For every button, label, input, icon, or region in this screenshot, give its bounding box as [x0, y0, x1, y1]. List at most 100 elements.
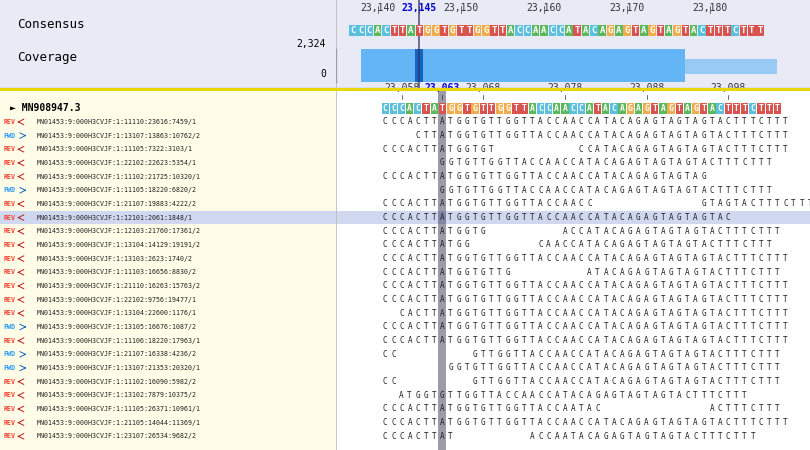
Text: T: T — [710, 213, 714, 222]
Text: A: A — [653, 240, 657, 249]
Text: C: C — [554, 309, 559, 318]
Text: G: G — [677, 145, 681, 154]
Text: A: A — [595, 254, 600, 263]
Text: A: A — [612, 172, 616, 181]
Text: T: T — [530, 418, 535, 427]
Text: G: G — [505, 254, 510, 263]
Text: T: T — [481, 104, 486, 113]
Text: A: A — [407, 336, 412, 345]
Text: A: A — [595, 158, 600, 167]
Text: C: C — [571, 377, 575, 386]
Text: T: T — [432, 199, 437, 208]
Text: G: G — [636, 186, 641, 195]
Text: C: C — [579, 336, 583, 345]
Text: T: T — [448, 418, 453, 427]
Text: A: A — [644, 117, 649, 126]
Text: G: G — [456, 227, 461, 236]
Text: A: A — [563, 199, 567, 208]
Text: T: T — [522, 377, 526, 386]
Text: REV: REV — [3, 297, 15, 303]
Text: A: A — [603, 104, 608, 113]
Text: A: A — [530, 350, 535, 359]
Text: T: T — [767, 350, 771, 359]
Text: A: A — [563, 364, 567, 373]
Text: C: C — [383, 405, 387, 414]
Text: A: A — [554, 364, 559, 373]
Text: T: T — [497, 254, 502, 263]
Text: G: G — [481, 145, 485, 154]
Text: A: A — [408, 26, 414, 35]
Text: A: A — [644, 145, 649, 154]
Text: G: G — [693, 377, 698, 386]
Text: MN01453:9:000H3CVJF:1:11105:7322:3103/1: MN01453:9:000H3CVJF:1:11105:7322:3103/1 — [37, 146, 193, 152]
Text: T: T — [710, 418, 714, 427]
Text: T: T — [783, 323, 788, 332]
Text: C: C — [579, 309, 583, 318]
Text: T: T — [775, 323, 780, 332]
Text: G: G — [505, 418, 510, 427]
Text: T: T — [652, 104, 657, 113]
Text: C: C — [726, 418, 731, 427]
Text: A: A — [718, 117, 723, 126]
Text: G: G — [472, 104, 477, 113]
Text: T: T — [685, 336, 690, 345]
Text: T: T — [701, 227, 706, 236]
Text: T: T — [751, 254, 755, 263]
Text: REV: REV — [3, 174, 15, 180]
Text: T: T — [767, 158, 771, 167]
Text: A: A — [579, 240, 583, 249]
Text: T: T — [693, 186, 698, 195]
Text: T: T — [497, 117, 502, 126]
Text: MN01453:9:000H3CVJF:1:21107:16338:4236/2: MN01453:9:000H3CVJF:1:21107:16338:4236/2 — [37, 351, 197, 357]
Text: G: G — [514, 281, 518, 290]
Text: A: A — [661, 268, 665, 277]
Text: C: C — [391, 268, 395, 277]
Text: C: C — [710, 240, 714, 249]
Text: T: T — [742, 281, 747, 290]
Text: C: C — [563, 186, 567, 195]
Text: T: T — [783, 254, 788, 263]
Text: A: A — [641, 26, 646, 35]
Text: G: G — [693, 350, 698, 359]
Text: T: T — [448, 309, 453, 318]
Text: G: G — [661, 240, 665, 249]
Text: T: T — [677, 364, 681, 373]
Text: C: C — [383, 268, 387, 277]
Text: T: T — [400, 26, 405, 35]
Text: T: T — [734, 432, 739, 441]
Text: MN01453:9:000H3CVJF:1:21107:19883:4222/2: MN01453:9:000H3CVJF:1:21107:19883:4222/2 — [37, 201, 197, 207]
Text: T: T — [424, 227, 428, 236]
Text: T: T — [685, 117, 690, 126]
Text: T: T — [734, 240, 739, 249]
Text: G: G — [514, 199, 518, 208]
Text: T: T — [677, 104, 682, 113]
Text: C: C — [579, 364, 583, 373]
Text: REV: REV — [3, 228, 15, 234]
Text: G: G — [653, 295, 657, 304]
Text: G: G — [425, 26, 430, 35]
Text: T: T — [661, 323, 665, 332]
Text: G: G — [693, 227, 698, 236]
Text: C: C — [579, 323, 583, 332]
Text: G: G — [450, 26, 455, 35]
Text: A: A — [620, 377, 625, 386]
Text: A: A — [554, 104, 559, 113]
Text: C: C — [416, 145, 420, 154]
Text: T: T — [432, 227, 437, 236]
Text: A: A — [666, 26, 671, 35]
Text: T: T — [759, 364, 763, 373]
Text: T: T — [489, 323, 493, 332]
Text: G: G — [505, 405, 510, 414]
Text: G: G — [603, 432, 608, 441]
Text: MN01453:9:000H3CVJF:1:11102:21725:10320/1: MN01453:9:000H3CVJF:1:11102:21725:10320/… — [37, 174, 201, 180]
Text: T: T — [775, 377, 780, 386]
Text: A: A — [628, 391, 633, 400]
Text: A: A — [407, 323, 412, 332]
Text: G: G — [505, 172, 510, 181]
Text: C: C — [579, 254, 583, 263]
Text: A: A — [571, 172, 575, 181]
Text: G: G — [465, 240, 469, 249]
Text: T: T — [595, 268, 600, 277]
Text: T: T — [500, 26, 505, 35]
Text: C: C — [546, 432, 551, 441]
